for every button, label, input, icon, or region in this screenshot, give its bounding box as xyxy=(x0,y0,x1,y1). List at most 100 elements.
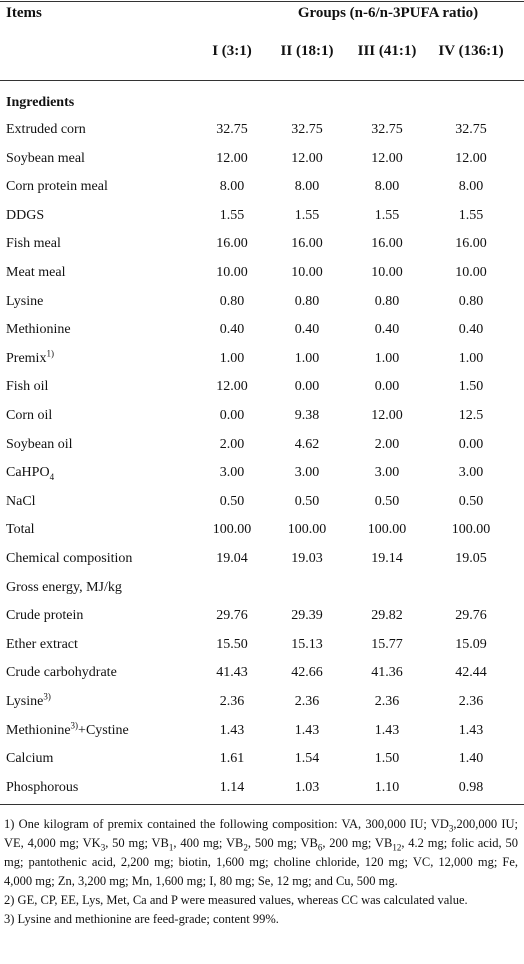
cell-value: 3.00 xyxy=(458,465,484,481)
cell-value: 16.00 xyxy=(216,236,248,252)
column-header: III (41:1) xyxy=(357,43,417,59)
cell-value: 100.00 xyxy=(287,522,327,538)
subscript: 3 xyxy=(448,823,454,834)
text-run: Total xyxy=(6,522,35,538)
cell-value: 1.10 xyxy=(374,779,400,795)
cell-value: 12.00 xyxy=(216,150,248,166)
cell-value: 3.00 xyxy=(294,465,320,481)
cell-value: 41.36 xyxy=(371,665,403,681)
row-label: Fish meal xyxy=(6,235,61,253)
row-label: Methionine3)+Cystine xyxy=(6,720,129,740)
cell-value: 29.76 xyxy=(455,608,487,624)
column-header: IV (136:1) xyxy=(438,43,504,59)
cell-value: 3.00 xyxy=(374,465,400,481)
text-run: ,200,000 IU; VE, 4,000 mg; VK xyxy=(4,817,518,850)
cell-value: 1.43 xyxy=(458,722,484,738)
cell-value: 41.43 xyxy=(216,665,248,681)
cell-value: 0.00 xyxy=(458,436,484,452)
text-run: Meat meal xyxy=(6,265,66,280)
cell-value: 1.54 xyxy=(294,751,320,767)
row-label: Soybean meal xyxy=(6,150,85,168)
text-run: Calcium xyxy=(6,751,54,767)
cell-value: 29.39 xyxy=(291,608,323,624)
cell-value: 0.40 xyxy=(219,322,245,338)
text-run: Corn oil xyxy=(6,408,53,423)
cell-value: 10.00 xyxy=(216,265,248,280)
text-run: Methionine xyxy=(6,322,71,338)
row-label: Ether extract xyxy=(6,636,78,654)
cell-value: 42.44 xyxy=(455,665,487,681)
row-label: DDGS xyxy=(6,207,44,225)
cell-value: 16.00 xyxy=(291,236,323,252)
cell-value: 2.00 xyxy=(374,436,400,452)
text-run: NaCl xyxy=(6,493,36,509)
text-run: Crude protein xyxy=(6,608,84,624)
cell-value: 1.55 xyxy=(458,207,484,223)
cell-value: 1.40 xyxy=(458,751,484,767)
text-run: Fish oil xyxy=(6,379,49,395)
header-rule xyxy=(0,80,524,81)
cell-value: 0.50 xyxy=(458,493,484,509)
row-label: Premix1) xyxy=(6,349,54,368)
subscript: 4 xyxy=(49,471,55,482)
cell-value: 32.75 xyxy=(371,122,403,137)
cell-value: 0.50 xyxy=(219,493,245,509)
text-run: DDGS xyxy=(6,207,45,223)
cell-value: 0.50 xyxy=(374,493,400,509)
text-run: Lysine xyxy=(6,694,44,709)
cell-value: 2.00 xyxy=(219,436,245,452)
cell-value: 100.00 xyxy=(367,522,407,538)
cell-value: 4.62 xyxy=(294,436,320,452)
cell-value: 0.40 xyxy=(294,322,320,338)
text-run: Premix xyxy=(6,350,47,366)
cell-value: 29.82 xyxy=(371,608,403,624)
text-run: CaHPO xyxy=(6,465,50,481)
cell-value: 12.00 xyxy=(216,379,248,395)
cell-value: 1.43 xyxy=(374,722,400,738)
row-label: Calcium xyxy=(6,750,53,768)
cell-value: 0.80 xyxy=(294,293,320,309)
items-header: Items xyxy=(6,5,42,21)
row-label: CaHPO4 xyxy=(6,464,54,482)
cell-value: 0.00 xyxy=(219,408,245,423)
cell-value: 32.75 xyxy=(291,122,323,137)
cell-value: 12.5 xyxy=(458,408,484,423)
text-run: +Cystine xyxy=(78,722,129,738)
text-run: Gross energy, MJ/kg xyxy=(6,579,122,595)
text-run: Soybean meal xyxy=(6,150,85,166)
cell-value: 2.36 xyxy=(219,694,245,709)
cell-value: 1.43 xyxy=(294,722,320,738)
text-run: Soybean oil xyxy=(6,436,73,452)
cell-value: 42.66 xyxy=(291,665,323,681)
text-run: 1) One kilogram of premix contained the … xyxy=(4,817,449,831)
cell-value: 1.55 xyxy=(219,207,245,223)
cell-value: 10.00 xyxy=(455,265,487,280)
cell-value: 1.00 xyxy=(458,350,484,366)
cell-value: 1.55 xyxy=(294,207,320,223)
footnote: 1) One kilogram of premix contained the … xyxy=(4,815,518,891)
row-label: Chemical composition xyxy=(6,550,132,568)
text-run: Phosphorous xyxy=(6,779,79,795)
text-run: Methionine xyxy=(6,722,71,738)
cell-value: 32.75 xyxy=(216,122,248,137)
cell-value: 0.80 xyxy=(458,293,484,309)
text-run: Fish meal xyxy=(6,236,61,252)
cell-value: 3.00 xyxy=(219,465,245,481)
row-label: Meat meal xyxy=(6,264,65,282)
cell-value: 15.50 xyxy=(216,636,248,652)
top-rule xyxy=(0,1,524,2)
cell-value: 0.80 xyxy=(374,293,400,309)
cell-value: 100.00 xyxy=(451,522,491,538)
cell-value: 2.36 xyxy=(374,694,400,709)
cell-value: 0.40 xyxy=(458,322,484,338)
text-run: 2) GE, CP, EE, Lys, Met, Ca and P were m… xyxy=(4,893,468,907)
footnote: 3) Lysine and methionine are feed-grade;… xyxy=(4,910,518,929)
cell-value: 15.77 xyxy=(371,636,403,652)
cell-value: 15.09 xyxy=(455,636,487,652)
text-run: Crude carbohydrate xyxy=(6,665,117,681)
cell-value: 1.55 xyxy=(374,207,400,223)
row-label: Corn oil xyxy=(6,407,52,425)
row-label: Lysine xyxy=(6,293,43,311)
cell-value: 1.50 xyxy=(458,379,484,395)
